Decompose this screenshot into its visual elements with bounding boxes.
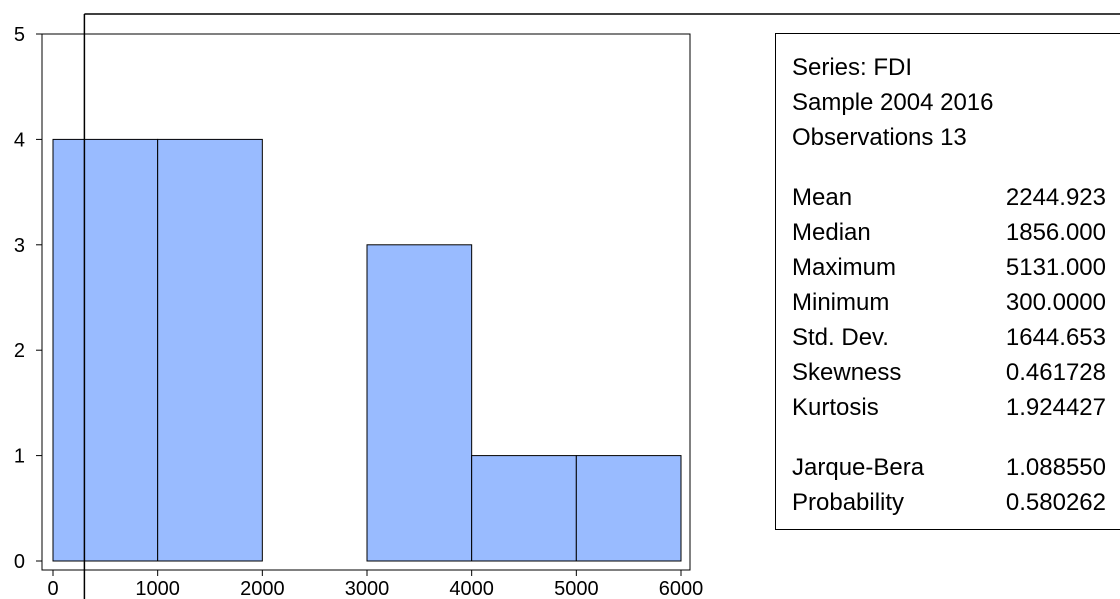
stat-label: Kurtosis bbox=[792, 394, 879, 421]
x-tick-label: 4000 bbox=[449, 578, 494, 599]
series-name: Series: FDI bbox=[792, 54, 913, 81]
stat-label: Std. Dev. bbox=[792, 324, 889, 351]
stat-label: Mean bbox=[792, 184, 853, 211]
stat-label: Jarque-Bera bbox=[792, 454, 925, 481]
histogram-bar-1 bbox=[157, 138, 263, 562]
stat-value: 1856.000 bbox=[1005, 219, 1106, 246]
stat-label: Probability bbox=[792, 489, 905, 516]
stat-row-minimum: Minimum 300.0000 bbox=[792, 289, 1106, 317]
plot-frame bbox=[41, 33, 691, 571]
stat-label: Median bbox=[792, 219, 871, 246]
histogram-bar-0 bbox=[52, 138, 159, 562]
stat-row-std-dev: Std. Dev. 1644.653 bbox=[792, 324, 1106, 352]
stat-row-skewness: Skewness 0.461728 bbox=[792, 359, 1106, 387]
x-tick-label: 1000 bbox=[135, 578, 180, 599]
observations-count: Observations 13 bbox=[792, 124, 967, 151]
y-tick-label: 0 bbox=[14, 551, 25, 573]
y-tick-label: 5 bbox=[14, 24, 25, 46]
y-tick-label: 3 bbox=[14, 235, 25, 257]
stat-row-median: Median 1856.000 bbox=[792, 219, 1106, 247]
statistics-panel: Series: FDI Sample 2004 2016 Observation… bbox=[775, 33, 1120, 530]
stat-value: 0.580262 bbox=[1005, 489, 1106, 516]
x-tick-label: 0 bbox=[47, 578, 58, 599]
x-tick-label: 6000 bbox=[659, 578, 704, 599]
histogram-bar-4 bbox=[471, 455, 577, 562]
stat-value: 0.461728 bbox=[1005, 359, 1106, 386]
x-tick-label: 3000 bbox=[345, 578, 390, 599]
stat-label: Skewness bbox=[792, 359, 902, 386]
stat-value: 5131.000 bbox=[1005, 254, 1106, 281]
stat-value: 300.0000 bbox=[1005, 289, 1106, 316]
stat-value: 1.088550 bbox=[1005, 454, 1106, 481]
stat-row-jarque-bera: Jarque-Bera 1.088550 bbox=[792, 454, 1106, 482]
stat-value: 2244.923 bbox=[1005, 184, 1106, 211]
stat-label: Minimum bbox=[792, 289, 890, 316]
x-tick-label: 5000 bbox=[554, 578, 599, 599]
stat-row-mean: Mean 2244.923 bbox=[792, 184, 1106, 212]
stat-row-kurtosis: Kurtosis 1.924427 bbox=[792, 394, 1106, 422]
stat-row-maximum: Maximum 5131.000 bbox=[792, 254, 1106, 282]
y-tick-label: 1 bbox=[14, 446, 25, 468]
stat-label: Maximum bbox=[792, 254, 897, 281]
y-tick-label: 4 bbox=[14, 129, 25, 151]
histogram-bar-3 bbox=[366, 244, 473, 562]
x-tick-label: 2000 bbox=[240, 578, 285, 599]
histogram-bar-5 bbox=[575, 455, 682, 562]
stat-value: 1.924427 bbox=[1005, 394, 1106, 421]
stat-value: 1644.653 bbox=[1005, 324, 1106, 351]
sample-range: Sample 2004 2016 bbox=[792, 89, 994, 116]
y-tick-label: 2 bbox=[14, 340, 25, 362]
stat-row-probability: Probability 0.580262 bbox=[792, 489, 1106, 517]
